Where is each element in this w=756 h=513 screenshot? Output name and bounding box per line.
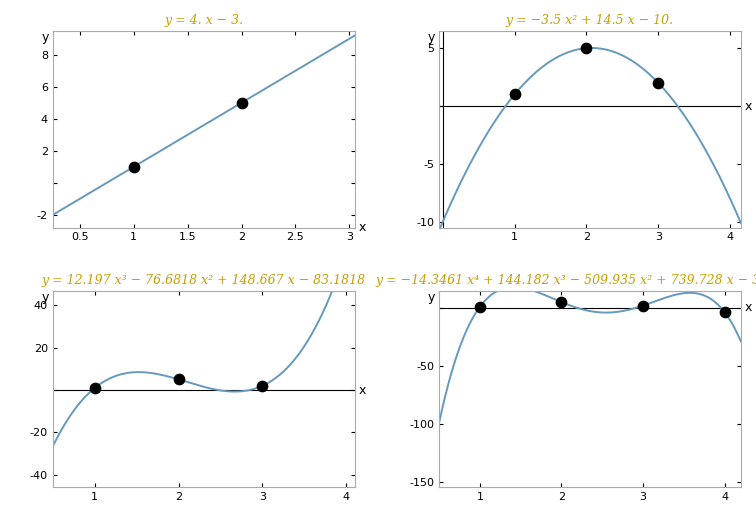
Title: y = −14.3461 x⁴ + 144.182 x³ − 509.935 x² + 739.728 x − 358.628: y = −14.3461 x⁴ + 144.182 x³ − 509.935 x… [376,273,756,287]
Point [718,308,730,316]
Text: y: y [42,290,53,304]
Text: x: x [355,221,366,234]
Point [128,163,140,171]
Text: y: y [428,31,439,44]
Point [88,384,101,392]
Title: y = −3.5 x² + 14.5 x − 10.: y = −3.5 x² + 14.5 x − 10. [506,14,674,27]
Text: x: x [355,384,366,397]
Point [637,302,649,310]
Point [172,376,184,384]
Text: x: x [741,302,752,314]
Point [509,90,521,98]
Text: y: y [42,31,53,44]
Point [652,79,665,87]
Text: x: x [741,100,752,112]
Title: y = 4. x − 3.: y = 4. x − 3. [164,14,243,27]
Point [256,382,268,390]
Point [581,44,593,52]
Text: y: y [428,290,439,304]
Point [556,298,568,306]
Title: y = 12.197 x³ − 76.6818 x² + 148.667 x − 83.1818: y = 12.197 x³ − 76.6818 x² + 148.667 x −… [42,273,366,287]
Point [235,98,247,107]
Point [474,303,486,311]
